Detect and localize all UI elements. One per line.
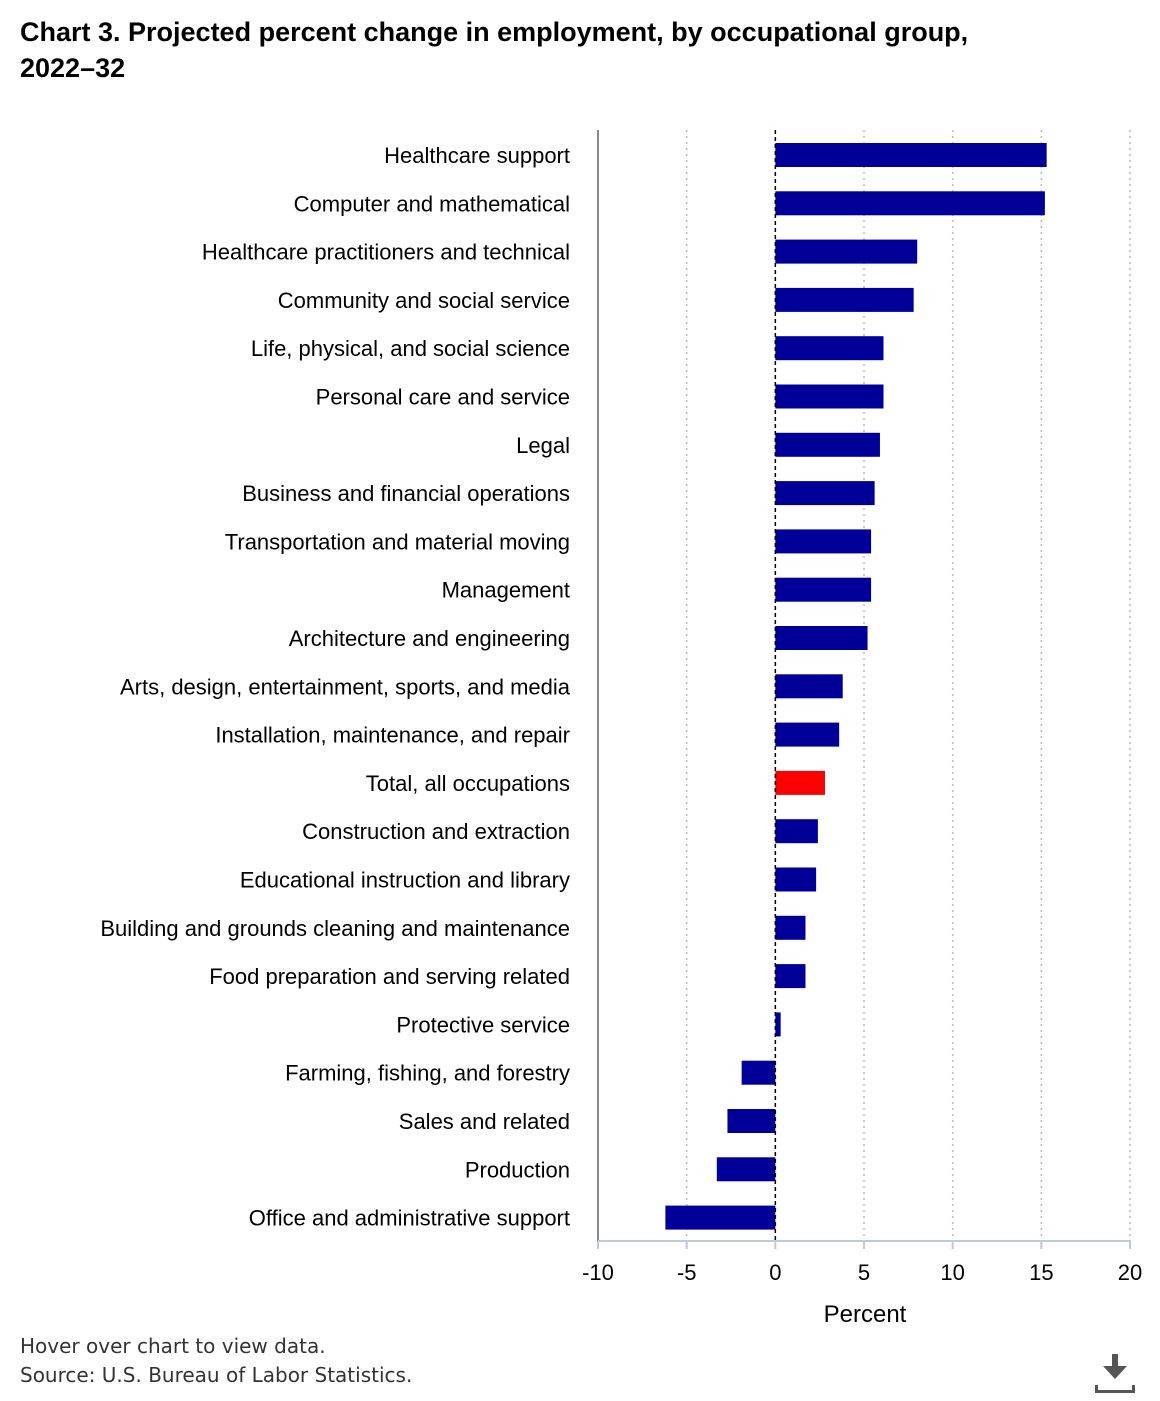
category-label: Office and administrative support xyxy=(249,1206,570,1231)
bar[interactable]: Personal care and service: 6.1 xyxy=(775,384,884,409)
bar[interactable]: Arts, design, entertainment, sports, and… xyxy=(775,674,843,699)
x-tick-label: 10 xyxy=(940,1260,964,1285)
bar[interactable]: Protective service: 0.3 xyxy=(775,1012,781,1037)
bar[interactable]: Total, all occupations: 2.8 xyxy=(775,770,825,795)
category-label: Farming, fishing, and forestry xyxy=(285,1061,570,1086)
category-label: Business and financial operations xyxy=(242,481,570,506)
category-label: Computer and mathematical xyxy=(294,191,570,216)
category-label: Healthcare support xyxy=(384,143,570,168)
bar[interactable]: Sales and related: -2.7 xyxy=(727,1109,776,1133)
category-label: Community and social service xyxy=(278,288,570,313)
bar[interactable]: Transportation and material moving: 5.4 xyxy=(775,529,872,554)
gridlines xyxy=(685,130,1131,1241)
bar[interactable]: Business and financial operations: 5.6 xyxy=(775,481,875,506)
bar[interactable]: Educational instruction and library: 2.3 xyxy=(775,867,817,892)
bar[interactable]: Life, physical, and social science: 6.1 xyxy=(775,336,884,361)
category-label: Construction and extraction xyxy=(302,819,570,844)
bar[interactable]: Installation, maintenance, and repair: 3… xyxy=(775,722,840,747)
category-label: Food preparation and serving related xyxy=(209,964,570,989)
bar[interactable]: Farming, fishing, and forestry: -1.9 xyxy=(741,1060,776,1085)
category-label: Arts, design, entertainment, sports, and… xyxy=(120,674,571,699)
category-label: Building and grounds cleaning and mainte… xyxy=(100,916,570,941)
category-label: Architecture and engineering xyxy=(289,626,570,651)
bar[interactable]: Computer and mathematical: 15.2 xyxy=(775,191,1045,216)
source-note: Source: U.S. Bureau of Labor Statistics. xyxy=(20,1363,413,1387)
chart-title: Chart 3. Projected percent change in emp… xyxy=(20,17,969,83)
bar[interactable]: Legal: 5.9 xyxy=(775,432,880,457)
category-label: Life, physical, and social science xyxy=(251,336,570,361)
category-label: Protective service xyxy=(396,1012,570,1037)
x-tick-label: -5 xyxy=(677,1260,697,1285)
bar[interactable]: Office and administrative support: -6.2 xyxy=(665,1205,776,1230)
axes: -10 -5 0 5 10 15 20 xyxy=(582,130,1142,1285)
category-label: Legal xyxy=(516,433,570,458)
download-icon xyxy=(1095,1354,1135,1393)
category-label: Sales and related xyxy=(399,1109,570,1134)
x-tick-label: 20 xyxy=(1118,1260,1142,1285)
bar[interactable]: Food preparation and serving related: 1.… xyxy=(775,964,806,989)
category-label: Transportation and material moving xyxy=(225,529,570,554)
category-label: Total, all occupations xyxy=(366,771,570,796)
bars[interactable]: Healthcare support: 15.3 Computer and mat… xyxy=(665,143,1047,1230)
category-label: Management xyxy=(442,578,570,603)
bar[interactable]: Healthcare support: 15.3 xyxy=(775,143,1047,167)
bar[interactable]: Community and social service: 7.8 xyxy=(775,287,914,312)
category-label: Installation, maintenance, and repair xyxy=(215,723,570,748)
x-tick-label: -10 xyxy=(582,1260,614,1285)
category-label: Production xyxy=(465,1157,570,1182)
download-button[interactable] xyxy=(1092,1350,1138,1396)
hover-note: Hover over chart to view data. xyxy=(20,1334,326,1358)
x-axis-title: Percent xyxy=(824,1301,907,1328)
bar[interactable]: Production: -3.3 xyxy=(716,1157,776,1182)
x-tick-label: 5 xyxy=(858,1260,870,1285)
category-label: Educational instruction and library xyxy=(240,868,570,893)
bar[interactable]: Construction and extraction: 2.4 xyxy=(775,819,818,844)
category-label: Personal care and service xyxy=(316,385,570,410)
category-label: Healthcare practitioners and technical xyxy=(202,240,570,265)
x-tick-label: 0 xyxy=(769,1260,781,1285)
bar[interactable]: Building and grounds cleaning and mainte… xyxy=(775,915,806,940)
x-tick-label: 15 xyxy=(1029,1260,1053,1285)
bar[interactable]: Management: 5.4 xyxy=(775,577,872,602)
bar[interactable]: Healthcare practitioners and technical: … xyxy=(775,239,918,264)
category-labels: Healthcare support Computer and mathemati… xyxy=(100,143,570,1231)
bar[interactable]: Architecture and engineering: 5.2 xyxy=(775,626,868,650)
